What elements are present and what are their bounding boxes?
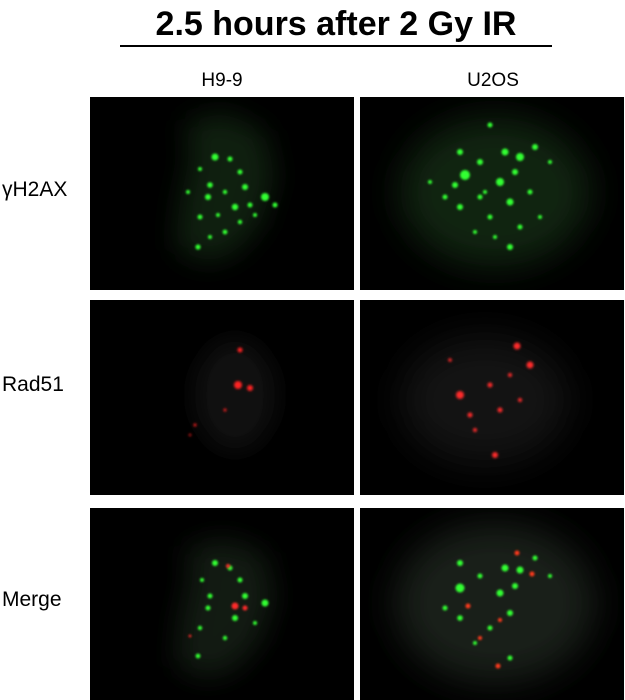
row-label-rad51: Rad51 [2,373,64,396]
micrograph-u2os-rad51 [360,300,624,495]
row-label-gammah2ax: γH2AX [2,178,68,201]
micrograph-h9-9-gammah2ax [90,97,354,290]
micrograph-u2os-gammah2ax [360,97,624,290]
column-label-u2os: U2OS [467,70,519,91]
figure-title: 2.5 hours after 2 Gy IR [155,5,517,43]
micrograph-h9-9-rad51 [90,300,354,495]
micrograph-h9-9-merge [90,508,354,700]
title-underline [120,45,552,47]
column-label-h9-9: H9-9 [201,70,243,91]
micrograph-u2os-merge [360,508,624,700]
row-label-merge: Merge [2,588,62,611]
